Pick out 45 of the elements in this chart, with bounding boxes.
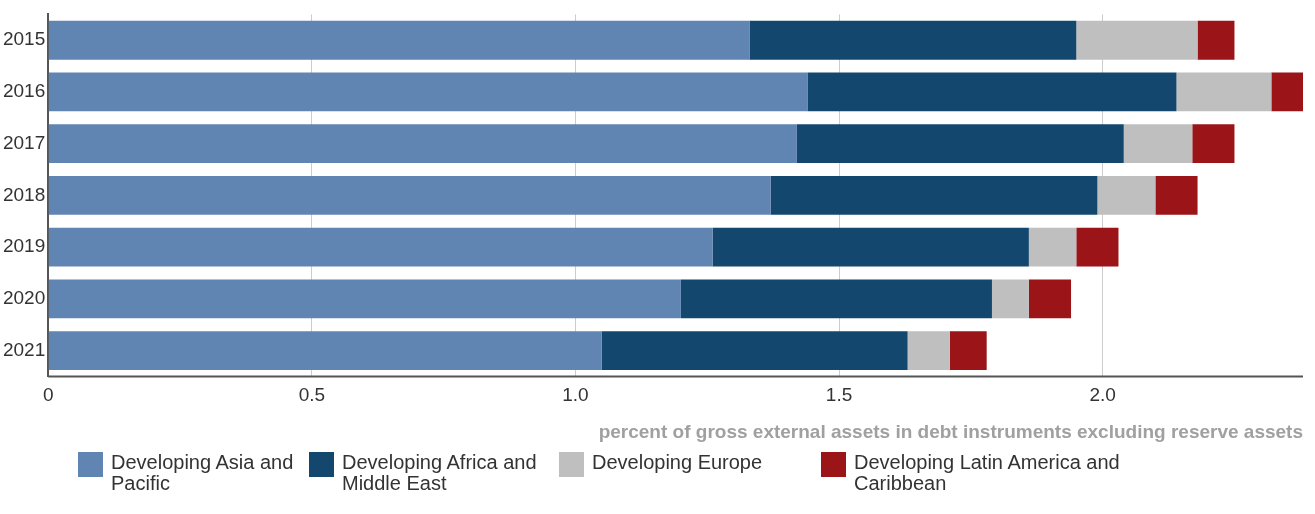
bar bbox=[949, 331, 987, 370]
y-tick-label: 2016 bbox=[2, 80, 46, 102]
bar bbox=[1155, 176, 1198, 215]
x-axis-title: percent of gross external assets in debt instruments excluding reserve assets bbox=[598, 420, 1303, 442]
bar bbox=[1097, 176, 1156, 215]
bar bbox=[1076, 227, 1119, 267]
x-tick-label: 0 bbox=[42, 384, 54, 406]
bar bbox=[1076, 20, 1198, 60]
bar bbox=[991, 279, 1029, 319]
x-tick-label: 1.0 bbox=[562, 384, 589, 406]
y-tick-label: 2017 bbox=[2, 131, 46, 153]
bar bbox=[796, 124, 1124, 164]
bar bbox=[749, 20, 1077, 60]
bar bbox=[770, 176, 1098, 215]
bar bbox=[48, 72, 808, 112]
bar bbox=[48, 279, 681, 319]
bar bbox=[1176, 72, 1272, 112]
bar bbox=[712, 227, 1029, 267]
bar bbox=[1192, 124, 1235, 164]
bar bbox=[1028, 227, 1077, 267]
legend-label: Developing Asia and Pacific bbox=[111, 451, 295, 494]
legend-label: Developing Africa and Middle East bbox=[342, 451, 538, 494]
bar bbox=[48, 227, 713, 267]
y-tick-label: 2020 bbox=[2, 287, 46, 309]
x-tick-label: 0.5 bbox=[298, 384, 326, 406]
bar bbox=[48, 331, 602, 370]
bar bbox=[680, 279, 992, 319]
x-tick-label: 2.0 bbox=[1089, 384, 1116, 406]
y-tick-label: 2018 bbox=[2, 183, 46, 205]
x-tick-label: 1.5 bbox=[825, 384, 853, 406]
y-tick-label: 2019 bbox=[2, 235, 46, 257]
y-tick-label: 2015 bbox=[2, 28, 46, 50]
bar bbox=[907, 331, 950, 370]
bar bbox=[48, 124, 797, 164]
bar bbox=[601, 331, 908, 370]
bar bbox=[1271, 72, 1303, 112]
legend-label: Developing Europe bbox=[592, 451, 763, 473]
bar bbox=[48, 20, 750, 60]
bar bbox=[48, 176, 771, 215]
legend-label: Developing Latin America and Caribbean bbox=[854, 451, 1121, 494]
bar bbox=[1197, 20, 1235, 60]
bar bbox=[1028, 279, 1072, 319]
bar bbox=[807, 72, 1177, 112]
y-tick-label: 2021 bbox=[2, 338, 46, 360]
bar bbox=[1123, 124, 1193, 164]
